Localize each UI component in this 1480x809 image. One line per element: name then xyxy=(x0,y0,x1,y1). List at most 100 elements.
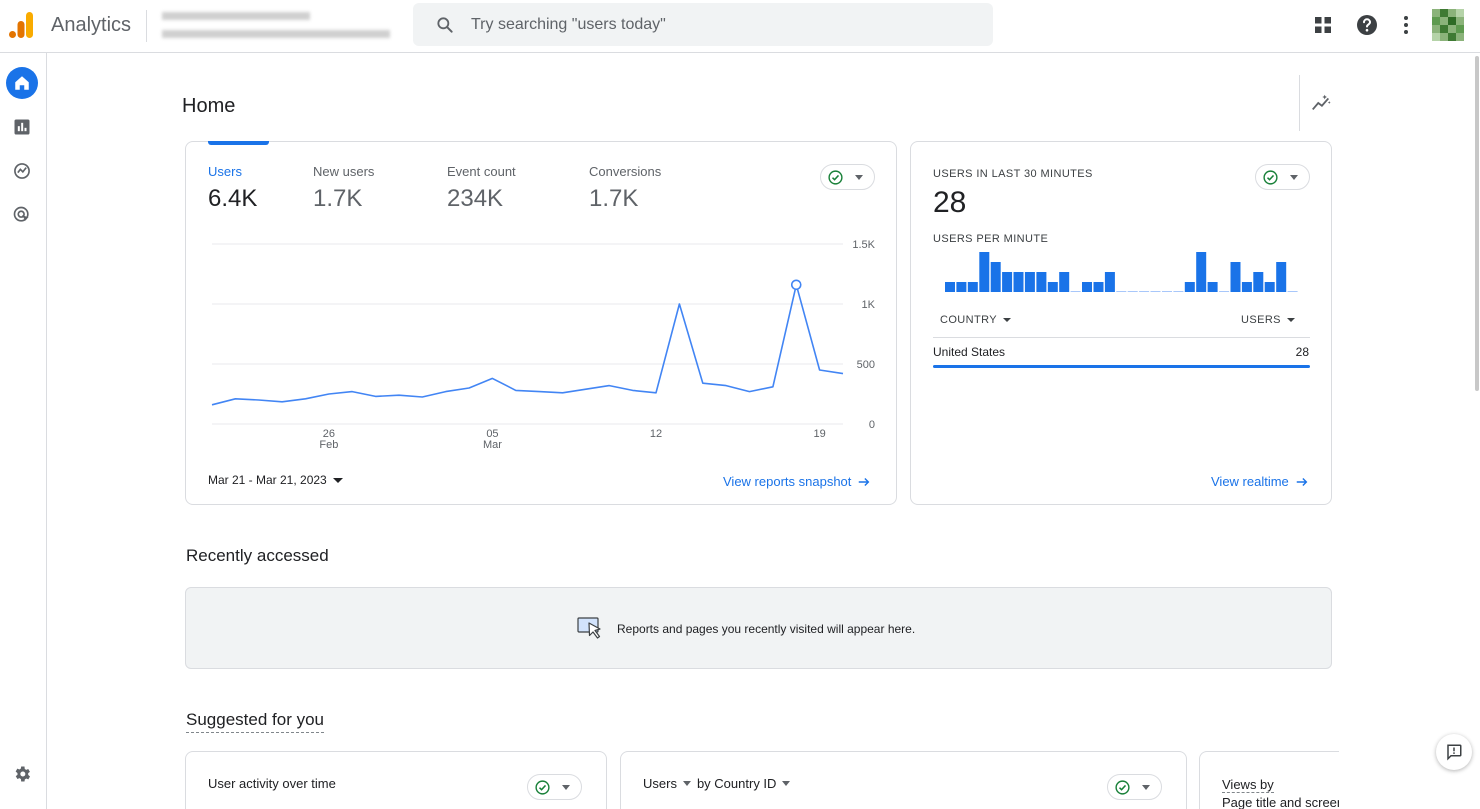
divider xyxy=(933,337,1310,338)
card-title-line: Views by xyxy=(1222,777,1274,793)
per-minute-bar xyxy=(1013,272,1024,292)
recently-accessed-title: Recently accessed xyxy=(186,546,329,565)
view-reports-snapshot-link[interactable]: View reports snapshot xyxy=(723,474,871,489)
arrow-right-icon xyxy=(1296,477,1308,486)
users-column-header[interactable]: USERS xyxy=(1241,314,1295,326)
per-minute-bar xyxy=(1219,291,1230,292)
dimension-selector[interactable]: by Country ID xyxy=(696,776,777,791)
per-minute-bar xyxy=(1139,291,1150,292)
account-selector[interactable] xyxy=(160,6,392,46)
page-title: Home xyxy=(182,95,236,117)
nav-home[interactable] xyxy=(6,67,38,99)
home-icon xyxy=(15,76,29,90)
search-bar[interactable] xyxy=(413,3,993,46)
table-row-users: 28 xyxy=(1295,345,1309,359)
per-minute-bar xyxy=(945,282,955,292)
per-minute-bar xyxy=(1093,282,1104,292)
analytics-logo-icon[interactable] xyxy=(9,12,35,38)
per-minute-bar xyxy=(1184,282,1195,292)
view-realtime-link[interactable]: View realtime xyxy=(1211,474,1309,489)
per-minute-bar xyxy=(1207,282,1218,292)
advertising-icon xyxy=(13,206,29,222)
metric-value: 234K xyxy=(447,185,504,212)
metric-label: Conversions xyxy=(589,164,662,179)
check-circle-icon xyxy=(1263,170,1278,185)
per-minute-bar xyxy=(1253,272,1264,292)
per-minute-bar xyxy=(967,282,978,292)
per-minute-bar xyxy=(1173,291,1184,292)
realtime-label: USERS IN LAST 30 MINUTES xyxy=(933,168,1093,180)
column-header-label: USERS xyxy=(1241,314,1281,326)
per-minute-bar xyxy=(1287,291,1298,292)
metric-tab-new-users[interactable]: New users 1.7K xyxy=(313,164,374,213)
metric-selector[interactable]: Users xyxy=(643,776,677,791)
per-minute-bar xyxy=(1264,282,1275,292)
data-quality-chip[interactable] xyxy=(1107,774,1162,800)
feedback-icon xyxy=(1447,744,1462,761)
account-avatar-icon[interactable] xyxy=(1432,9,1464,41)
column-header-label: COUNTRY xyxy=(940,314,997,326)
data-quality-chip[interactable] xyxy=(1255,164,1310,190)
top-app-bar: Analytics xyxy=(0,0,1480,53)
suggested-for-you-title[interactable]: Suggested for you xyxy=(186,710,324,733)
data-quality-chip[interactable] xyxy=(527,774,582,800)
y-tick-label: 1.5K xyxy=(852,239,875,251)
search-input[interactable] xyxy=(471,3,971,46)
x-tick-label: 05 xyxy=(486,428,498,440)
caret-down-icon xyxy=(1003,318,1011,322)
per-minute-bar xyxy=(956,282,967,292)
insights-icon[interactable] xyxy=(1310,92,1332,114)
per-minute-bar xyxy=(1150,291,1161,292)
metric-value: 6.4K xyxy=(208,185,258,212)
link-label: View realtime xyxy=(1211,474,1289,489)
users-per-minute-label: USERS PER MINUTE xyxy=(933,233,1049,245)
metric-label: Event count xyxy=(447,164,516,179)
divider xyxy=(1299,75,1300,131)
arrow-right-icon xyxy=(859,477,870,486)
nav-explore[interactable] xyxy=(6,155,38,187)
left-nav-rail xyxy=(0,53,47,809)
apps-grid-icon[interactable] xyxy=(1311,13,1335,37)
check-circle-icon xyxy=(1115,780,1130,795)
check-circle-icon xyxy=(535,780,550,795)
metric-tab-users[interactable]: Users 6.4K xyxy=(208,164,257,213)
country-column-header[interactable]: COUNTRY xyxy=(940,314,1011,326)
search-icon xyxy=(437,17,453,33)
suggested-card-views-by-page[interactable]: Views by Page title and screen class xyxy=(1199,751,1339,809)
x-tick-sublabel: Mar xyxy=(483,439,502,451)
users-series-line xyxy=(211,284,844,406)
metric-tab-event-count[interactable]: Event count 234K xyxy=(447,164,516,213)
suggested-card-user-activity[interactable]: User activity over time xyxy=(185,751,607,809)
data-quality-chip[interactable] xyxy=(820,164,875,190)
per-minute-bar xyxy=(1024,272,1035,292)
date-range-picker[interactable]: Mar 21 - Mar 21, 2023 xyxy=(208,473,343,487)
x-tick-label: 19 xyxy=(814,428,826,440)
overview-card: Users 6.4K New users 1.7K Event count 23… xyxy=(185,141,897,505)
more-vert-icon[interactable] xyxy=(1394,13,1418,37)
metric-label: Users xyxy=(208,164,242,179)
link-label: View reports snapshot xyxy=(723,474,852,489)
suggested-card-users-by-country[interactable]: Users by Country ID xyxy=(620,751,1187,809)
metric-tab-conversions[interactable]: Conversions 1.7K xyxy=(589,164,661,213)
caret-down-icon xyxy=(782,781,791,786)
y-tick-label: 0 xyxy=(869,419,875,431)
metric-value: 1.7K xyxy=(313,185,363,212)
share-bar xyxy=(933,365,1310,368)
x-tick-sublabel: Feb xyxy=(319,439,338,451)
nav-reports[interactable] xyxy=(6,111,38,143)
feedback-button[interactable] xyxy=(1436,734,1472,770)
per-minute-bar xyxy=(1082,282,1092,292)
table-row-country: United States xyxy=(933,345,1006,359)
y-tick-label: 1K xyxy=(862,299,876,311)
help-icon[interactable] xyxy=(1355,13,1379,37)
nav-settings[interactable] xyxy=(6,758,38,790)
page-scrollbar[interactable] xyxy=(1475,56,1479,391)
per-minute-bar xyxy=(1196,252,1207,292)
per-minute-bar xyxy=(1276,262,1287,292)
per-minute-bar xyxy=(1104,272,1115,292)
highlight-point xyxy=(790,279,802,291)
nav-advertising[interactable] xyxy=(6,199,38,231)
users-per-minute-chart xyxy=(945,252,1298,292)
card-title-line: Page title and screen class xyxy=(1222,795,1339,809)
